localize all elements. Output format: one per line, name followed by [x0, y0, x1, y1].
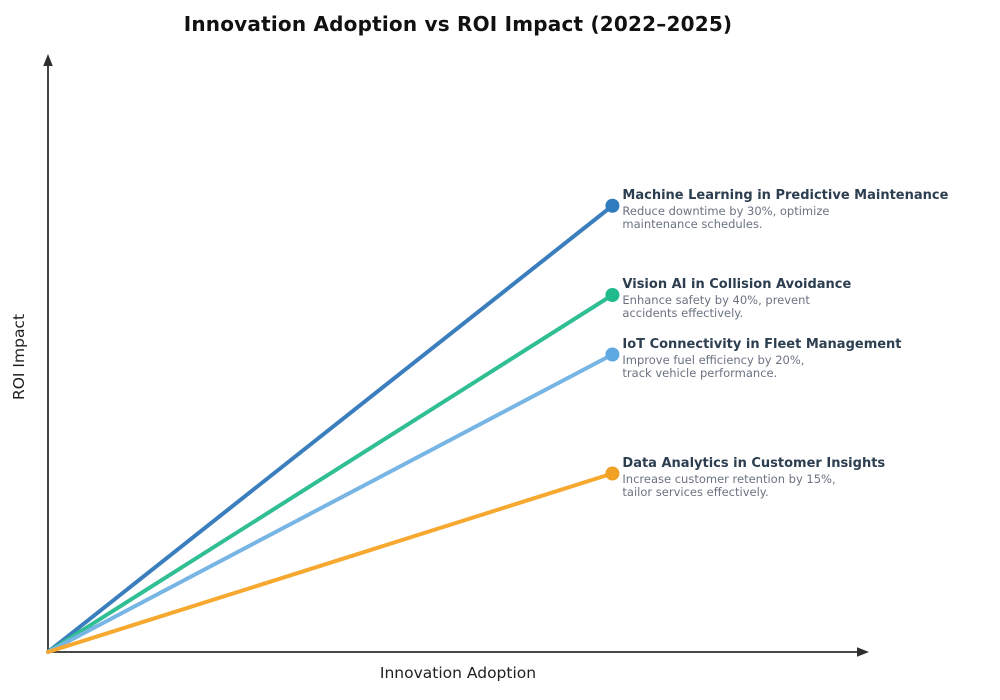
series-description: Enhance safety by 40%, prevent accidents…	[622, 293, 810, 320]
series-title: IoT Connectivity in Fleet Management	[622, 336, 902, 352]
y-axis-arrow-icon	[43, 54, 53, 66]
series-description: Improve fuel efficiency by 20%, track ve…	[622, 352, 805, 380]
series-endpoint-dot	[605, 466, 620, 481]
series-endpoint-dot	[605, 198, 620, 213]
series-line	[46, 352, 615, 654]
series-title: Data Analytics in Customer Insights	[622, 455, 886, 471]
series-annotation-machine-learning: Machine Learning in Predictive Maintenan…	[622, 188, 948, 231]
series-description: Increase customer retention by 15%, tail…	[622, 471, 836, 499]
series-annotation-data-analytics: Data Analytics in Customer Insights Incr…	[622, 456, 885, 499]
chart-title: Innovation Adoption vs ROI Impact (2022–…	[183, 12, 733, 36]
x-axis-label: Innovation Adoption	[379, 664, 537, 682]
series-description: Reduce downtime by 30%, optimize mainten…	[622, 203, 830, 231]
series-title: Machine Learning in Predictive Maintenan…	[622, 187, 949, 203]
series-endpoint-dot	[605, 347, 620, 362]
series-title: Vision AI in Collision Avoidance	[622, 277, 852, 292]
series-annotation-vision-ai: Vision AI in Collision Avoidance Enhance…	[622, 277, 851, 320]
y-axis-label: ROI Impact	[10, 313, 28, 401]
series-endpoint-dot	[605, 288, 620, 302]
series-annotation-iot-connectivity: IoT Connectivity in Fleet Management Imp…	[622, 337, 901, 380]
series-line	[46, 471, 615, 654]
series-line	[46, 293, 615, 654]
x-axis-arrow-icon	[857, 647, 869, 657]
series-line	[46, 203, 615, 654]
series-layer	[46, 198, 620, 654]
